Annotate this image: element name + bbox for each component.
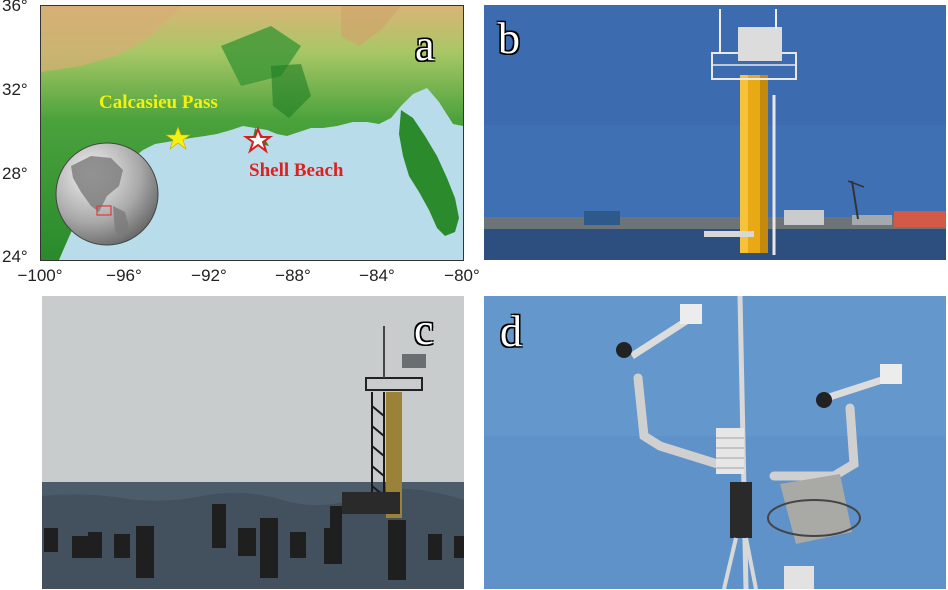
lon-tick-label: −100° [17,266,63,285]
lon-tick-label: −92° [191,266,227,285]
lat-tick-label: 32° [2,80,28,99]
lon-tick-label: −84° [359,266,395,285]
star-icon [242,126,274,154]
globe-inset [55,142,159,246]
photo-panel-c: c [42,296,464,589]
lon-tick-label: −80° [444,266,480,285]
panel-letter: c [414,305,434,354]
offshore-tower-photo [42,296,464,589]
map-canvas: Calcasieu Pass Shell Beach a [40,5,464,261]
site-label-shell-beach: Shell Beach [249,160,344,181]
panel-letter: a [415,21,435,70]
lat-tick-label: 28° [2,164,28,183]
terrain-map: Calcasieu Pass Shell Beach [41,6,463,260]
photo-panel-d: d [484,296,946,589]
region-box [96,205,112,216]
star-icon [165,126,191,150]
lon-tick-label: −88° [275,266,311,285]
panel-letter: d [500,307,522,356]
tower-photo [484,5,946,260]
lat-tick-label: 24° [2,247,28,266]
lon-tick-label: −96° [106,266,142,285]
instrument-photo [484,296,946,589]
lat-tick-label: 36° [2,0,28,15]
site-label-calcasieu-pass: Calcasieu Pass [99,92,218,113]
panel-letter: b [498,14,520,63]
map-panel: 36° 32° 28° 24° −100° −96° −92° −88° −84… [0,0,480,290]
photo-panel-b: b [484,5,946,260]
